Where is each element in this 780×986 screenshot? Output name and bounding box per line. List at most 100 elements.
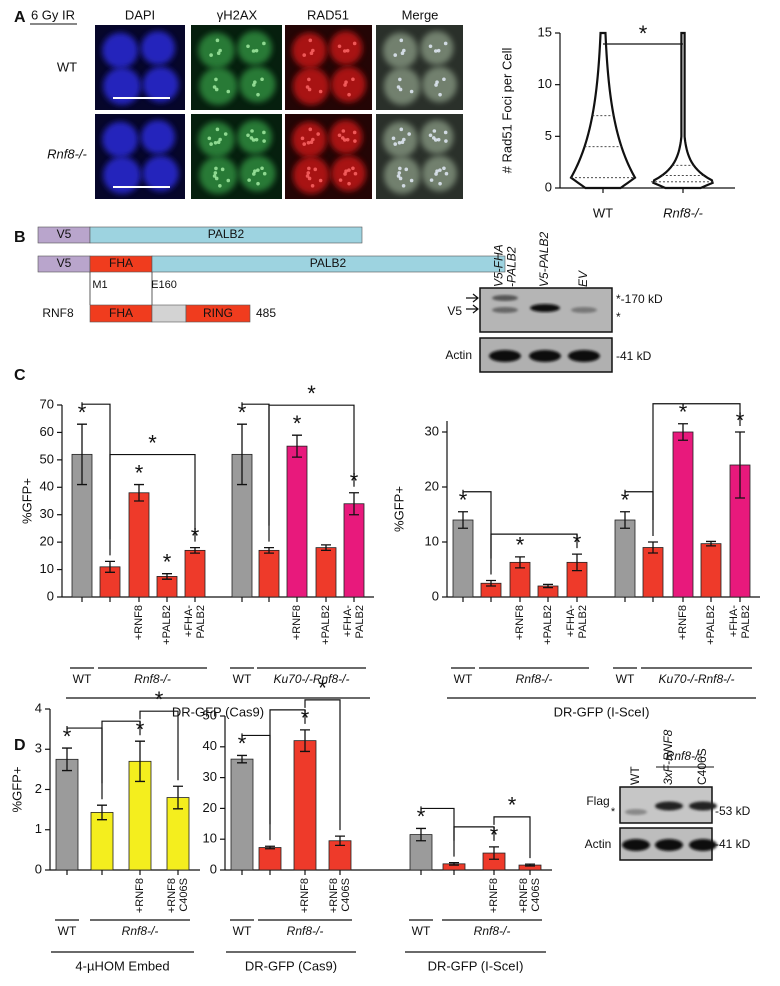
focus bbox=[254, 48, 259, 53]
focus bbox=[306, 171, 311, 175]
lane-label: WT bbox=[628, 766, 642, 785]
significance-bracket bbox=[304, 699, 341, 831]
size-marker: -41 kD bbox=[616, 349, 652, 363]
error-bar bbox=[105, 560, 115, 573]
focus bbox=[347, 168, 351, 172]
panel-label: B bbox=[14, 229, 26, 246]
nucleus bbox=[420, 119, 454, 154]
focus bbox=[226, 89, 231, 94]
nucleus bbox=[382, 32, 418, 69]
bar bbox=[452, 519, 474, 598]
focus bbox=[215, 38, 220, 43]
group-label: Rnf8-/- bbox=[134, 672, 171, 686]
y-tick-label: 10 bbox=[40, 561, 54, 576]
focus bbox=[344, 169, 348, 173]
focus bbox=[254, 137, 259, 142]
blot-row-label: Flag bbox=[586, 794, 609, 808]
bar bbox=[672, 431, 694, 598]
nucleus bbox=[140, 119, 176, 154]
focus bbox=[337, 44, 342, 49]
x-tick-label: +RNF8 bbox=[514, 605, 526, 640]
error-bar bbox=[486, 579, 496, 587]
bar bbox=[258, 549, 280, 598]
focus bbox=[444, 139, 448, 143]
bar bbox=[642, 547, 664, 598]
focus bbox=[311, 137, 315, 142]
focus bbox=[262, 130, 266, 135]
error-bar bbox=[162, 573, 172, 580]
focus bbox=[443, 130, 448, 135]
focus bbox=[391, 136, 396, 141]
significance-star: * bbox=[459, 488, 468, 513]
focus bbox=[400, 140, 405, 144]
significance-bracket bbox=[269, 709, 306, 825]
focus bbox=[407, 132, 411, 136]
focus bbox=[341, 129, 346, 133]
focus bbox=[300, 136, 305, 141]
focus bbox=[318, 89, 323, 94]
focus bbox=[316, 132, 320, 136]
focus bbox=[436, 137, 441, 142]
focus bbox=[398, 166, 402, 171]
group-label: WT bbox=[73, 672, 92, 686]
nucleus bbox=[237, 30, 272, 65]
x-tick-label: Rnf8-/- bbox=[663, 205, 703, 220]
focus bbox=[214, 166, 218, 171]
focus bbox=[310, 184, 315, 188]
significance-bracket bbox=[493, 816, 531, 859]
y-tick-label: 4 bbox=[35, 700, 42, 715]
domain-box bbox=[151, 255, 506, 273]
focus bbox=[307, 87, 312, 92]
nucleus bbox=[422, 155, 457, 192]
error-bar bbox=[265, 845, 275, 850]
western-blot bbox=[466, 287, 613, 373]
lane-label: EV bbox=[576, 270, 590, 287]
focus bbox=[398, 176, 403, 181]
focus bbox=[262, 41, 266, 46]
section-label: DR-GFP (Cas9) bbox=[172, 704, 264, 719]
focus bbox=[393, 142, 398, 146]
position-label: E160 bbox=[151, 279, 177, 291]
focus bbox=[438, 181, 442, 186]
significance-bracket bbox=[652, 403, 741, 520]
domain-label: RING bbox=[203, 306, 233, 320]
focus bbox=[435, 80, 439, 84]
significance-star: * bbox=[508, 793, 517, 818]
error-bar bbox=[62, 747, 72, 772]
focus bbox=[252, 172, 256, 176]
focus bbox=[444, 171, 449, 176]
nucleus bbox=[102, 121, 139, 158]
y-tick-label: 40 bbox=[203, 738, 217, 753]
significance-star: * bbox=[238, 400, 247, 425]
y-tick-label: 30 bbox=[425, 423, 439, 438]
section-label: DR-GFP (I-SceI) bbox=[428, 958, 524, 973]
nucleus bbox=[198, 32, 235, 69]
y-tick-label: 0 bbox=[210, 861, 217, 876]
x-tick-label: +FHA-PALB2 bbox=[183, 605, 207, 639]
y-tick-label: 30 bbox=[40, 506, 54, 521]
error-bar bbox=[543, 583, 553, 589]
nucleus bbox=[140, 30, 176, 65]
nucleus bbox=[103, 67, 141, 105]
western-blot bbox=[619, 786, 717, 861]
error-bar bbox=[735, 431, 745, 499]
size-marker: -53 kD bbox=[715, 804, 751, 818]
y-tick-label: 20 bbox=[40, 534, 54, 549]
focus bbox=[214, 77, 218, 82]
significance-star: * bbox=[63, 724, 72, 749]
focus bbox=[353, 139, 357, 143]
group-label: Rnf8-/- bbox=[516, 672, 553, 686]
x-tick-label: +FHA-PALB2 bbox=[342, 605, 366, 639]
focus bbox=[309, 51, 314, 55]
error-bar bbox=[237, 754, 247, 764]
x-tick-label: +RNF8 bbox=[133, 605, 145, 640]
focus bbox=[305, 174, 310, 178]
x-tick-label: +RNF8 bbox=[291, 605, 303, 640]
x-tick-label: +RNF8 bbox=[488, 878, 500, 913]
focus bbox=[337, 133, 342, 138]
blot-row-label: Actin bbox=[445, 348, 472, 362]
nucleus bbox=[383, 67, 421, 105]
focus bbox=[252, 83, 256, 87]
group-label: Ku70-/-Rnf8-/- bbox=[658, 672, 734, 686]
